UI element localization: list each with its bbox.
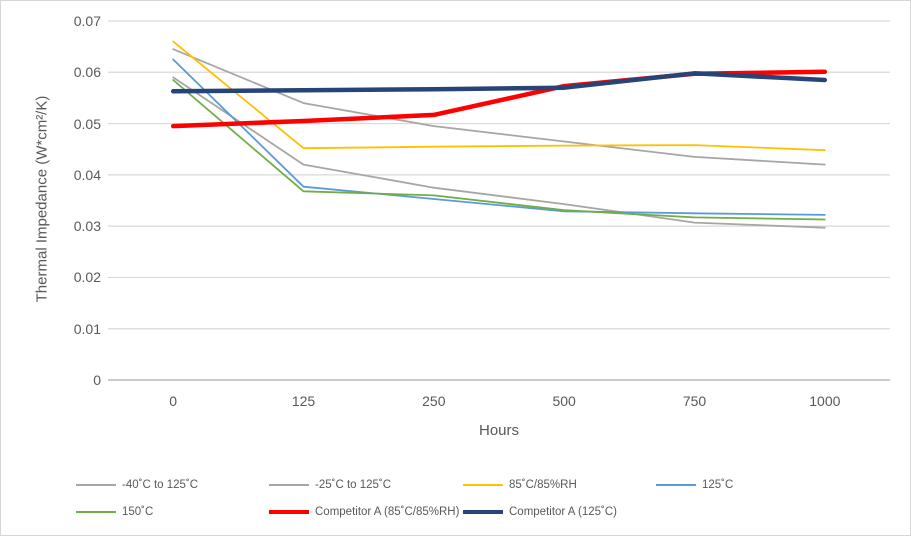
legend-label: 85˚C/85%RH [509,479,577,491]
y-tick-label: 0.06 [73,64,101,81]
legend-item: 125˚C [656,478,733,492]
series-line-3 [172,58,826,216]
legend-swatch [76,484,116,486]
legend-item: 150˚C [76,505,153,519]
y-tick-label: 0.02 [73,269,101,286]
legend-label: 125˚C [702,479,734,491]
legend-label: 150˚C [122,506,154,518]
legend-swatch [656,484,696,486]
legend-item: -25˚C to 125˚C [269,478,391,492]
x-tick-label: 1000 [809,393,841,409]
legend-item: Competitor A (85˚C/85%RH) [269,505,459,519]
legend-swatch [463,484,503,486]
series-line-0 [172,48,826,166]
series-line-5 [170,69,828,129]
series-line-1 [172,76,826,229]
y-tick-label: 0.07 [73,13,101,29]
legend-label: Competitor A (125˚C) [509,506,618,518]
legend-swatch [269,484,309,486]
x-tick-label: 500 [552,393,576,409]
y-tick-label: 0.01 [73,320,101,337]
x-axis-title: Hours [478,422,519,439]
series-line-6 [170,71,828,94]
x-tick-label: 0 [169,393,178,409]
series-line-2 [172,40,826,152]
legend-swatch [76,511,116,513]
legend-item: Competitor A (125˚C) [463,505,617,519]
x-tick-label: 125 [291,393,316,409]
legend-label: -40˚C to 125˚C [122,479,199,491]
y-tick-label: 0.03 [73,218,101,235]
legend-item: 85˚C/85%RH [463,478,577,492]
x-tick-label: 250 [422,393,446,409]
series-line-4 [172,79,826,221]
legend-swatch [269,510,309,514]
legend-swatch [463,510,503,514]
y-tick-label: 0 [93,372,101,388]
y-tick-label: 0.05 [73,115,101,132]
legend-label: Competitor A (85˚C/85%RH) [315,506,460,518]
legend-label: -25˚C to 125˚C [315,479,392,491]
y-axis-title: Thermal Impedance (W*cm²/K) [33,95,51,303]
legend-item: -40˚C to 125˚C [76,478,198,492]
y-tick-label: 0.04 [73,166,101,183]
x-tick-label: 750 [682,393,707,409]
